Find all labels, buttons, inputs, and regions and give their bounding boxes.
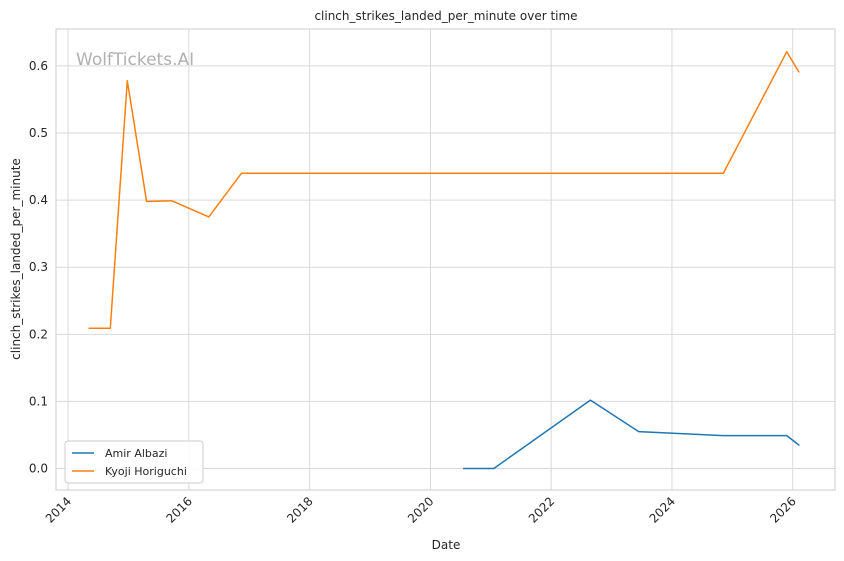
x-tick-label: 2024 xyxy=(647,494,678,525)
y-tick-label: 0.3 xyxy=(29,260,48,274)
series-line-0 xyxy=(462,399,800,470)
series-lines xyxy=(88,51,800,470)
y-tick-label: 0.2 xyxy=(29,327,48,341)
legend-box xyxy=(64,440,204,484)
legend: Amir Albazi Kyoji Horiguchi xyxy=(64,440,204,484)
x-tick-label: 2020 xyxy=(405,494,436,525)
y-tick-label: 0.1 xyxy=(29,394,48,408)
x-tick-label: 2016 xyxy=(163,494,194,525)
x-tick-labels: 2014 2016 2018 2020 2022 2024 2026 xyxy=(43,494,799,525)
x-tick-label: 2014 xyxy=(43,494,74,525)
series-line-1 xyxy=(88,51,800,330)
plot-background xyxy=(56,29,835,490)
legend-entry: Amir Albazi xyxy=(105,447,167,460)
plot-frame xyxy=(55,28,836,491)
x-tick-label: 2022 xyxy=(526,494,557,525)
x-tick-label: 2026 xyxy=(767,494,798,525)
legend-entry: Kyoji Horiguchi xyxy=(105,465,187,478)
x-axis-label: Date xyxy=(432,538,461,552)
y-tick-label: 0.0 xyxy=(29,462,48,476)
y-tick-label: 0.4 xyxy=(29,193,48,207)
x-tick-label: 2018 xyxy=(284,494,315,525)
chart-title: clinch_strikes_landed_per_minute over ti… xyxy=(314,9,577,23)
y-tick-labels: 0.0 0.1 0.2 0.3 0.4 0.5 0.6 xyxy=(29,59,48,476)
y-axis-label: clinch_strikes_landed_per_minute xyxy=(9,158,23,360)
grid-lines xyxy=(56,29,835,490)
y-tick-label: 0.5 xyxy=(29,126,48,140)
y-tick-label: 0.6 xyxy=(29,59,48,73)
watermark: WolfTickets.AI xyxy=(76,50,194,70)
